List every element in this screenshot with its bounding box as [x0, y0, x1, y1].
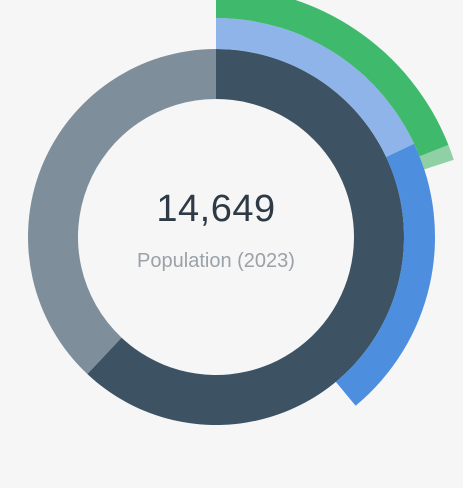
center-caption: Population (2023)	[137, 250, 295, 272]
ring-2-slice-1	[216, 18, 415, 157]
ring-1-slice-2	[28, 49, 217, 375]
ring-3-slice-2	[419, 144, 454, 170]
ring-1-slice-1	[87, 49, 405, 426]
ring-2-slice-2	[335, 143, 436, 406]
ring-3-slice-1	[216, 0, 449, 157]
center-value: 14,649	[156, 188, 276, 230]
